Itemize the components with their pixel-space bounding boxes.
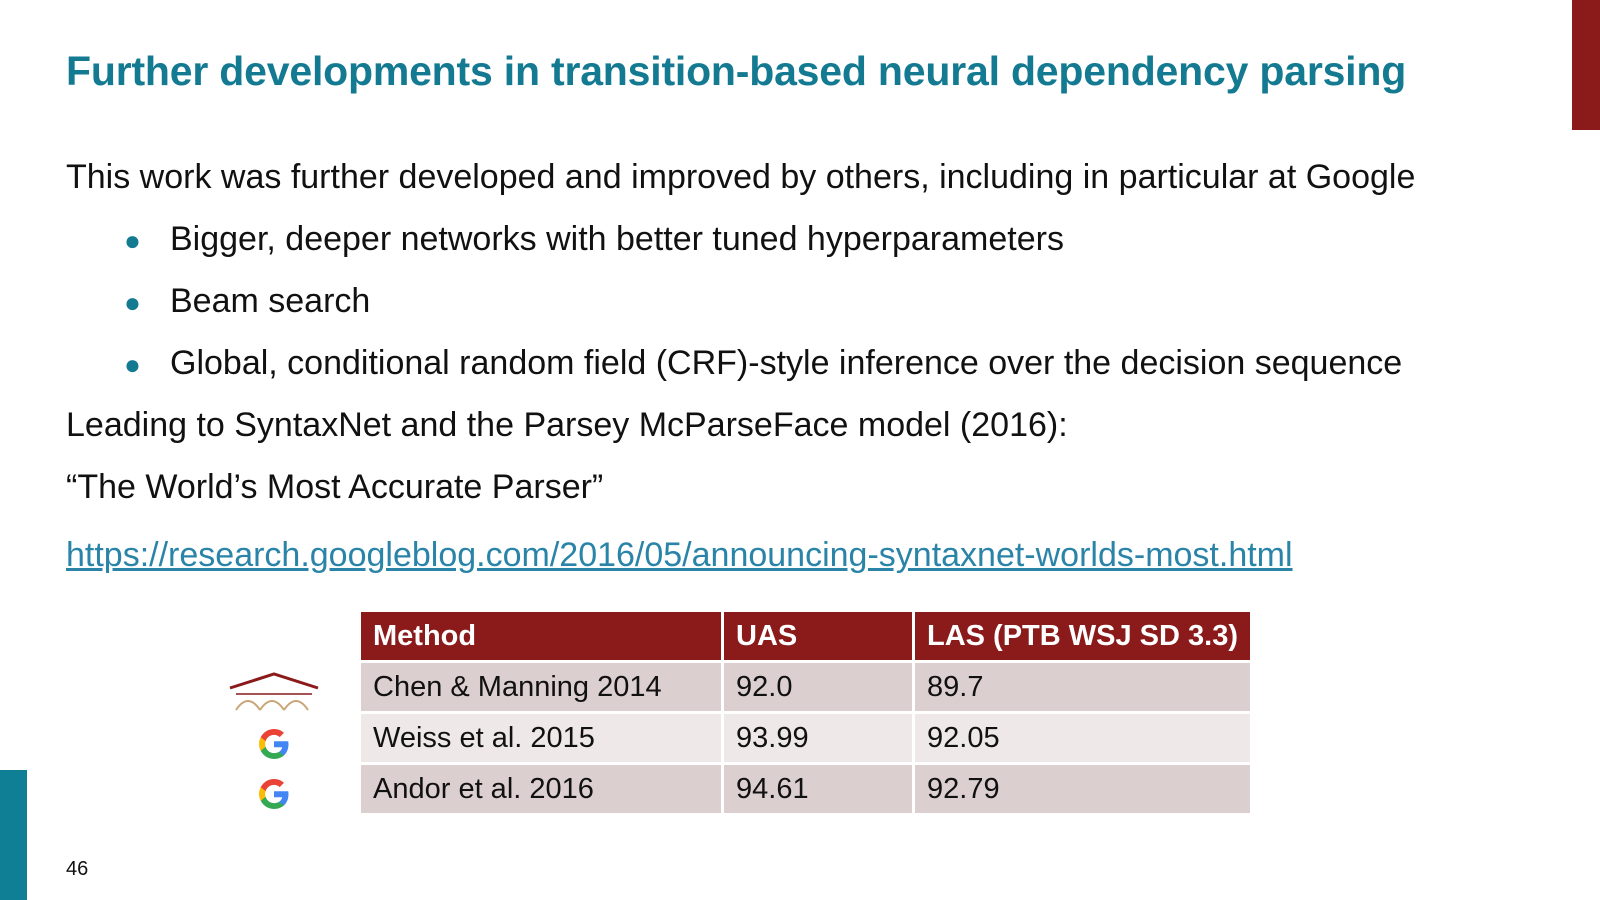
results-table: Method UAS LAS (PTB WSJ SD 3.3) Chen & M…: [358, 609, 1253, 816]
bullet-text: Beam search: [170, 282, 371, 320]
cell-uas: 94.61: [721, 762, 915, 816]
cell-method: Andor et al. 2016: [358, 762, 724, 816]
google-logo-icon: [259, 729, 289, 759]
table-row: Chen & Manning 2014 92.0 89.7: [358, 660, 1253, 714]
google-logo-icon: [259, 779, 289, 809]
accent-bar-left: [0, 770, 27, 900]
bullet-text: Bigger, deeper networks with better tune…: [170, 220, 1064, 258]
cell-method: Weiss et al. 2015: [358, 711, 724, 765]
bullet-dot-icon: ●: [124, 287, 141, 318]
cell-las: 92.05: [912, 711, 1253, 765]
bullet-text: Global, conditional random field (CRF)-s…: [170, 344, 1403, 382]
bullet-item: ● Bigger, deeper networks with better tun…: [124, 220, 1064, 259]
header-las: LAS (PTB WSJ SD 3.3): [912, 609, 1253, 663]
header-method: Method: [358, 609, 724, 663]
header-uas: UAS: [721, 609, 915, 663]
quote-text: “The World’s Most Accurate Parser”: [66, 468, 604, 506]
stanford-logo-icon: [229, 672, 319, 711]
bullet-item: ● Beam search: [124, 282, 370, 321]
bullet-dot-icon: ●: [124, 225, 141, 256]
table-header-row: Method UAS LAS (PTB WSJ SD 3.3): [358, 609, 1253, 663]
accent-bar-right: [1572, 0, 1600, 130]
table-row: Andor et al. 2016 94.61 92.79: [358, 762, 1253, 816]
cell-las: 92.79: [912, 762, 1253, 816]
cell-method: Chen & Manning 2014: [358, 660, 724, 714]
bullet-item: ● Global, conditional random field (CRF)-…: [124, 344, 1402, 383]
cell-uas: 93.99: [721, 711, 915, 765]
cell-uas: 92.0: [721, 660, 915, 714]
cell-las: 89.7: [912, 660, 1253, 714]
intro-text: This work was further developed and impr…: [66, 158, 1416, 196]
page-number: 46: [66, 858, 89, 880]
table-row: Weiss et al. 2015 93.99 92.05: [358, 711, 1253, 765]
leading-text: Leading to SyntaxNet and the Parsey McPa…: [66, 406, 1068, 444]
syntaxnet-blog-link[interactable]: https://research.googleblog.com/2016/05/…: [66, 536, 1293, 574]
slide-title: Further developments in transition-based…: [66, 48, 1407, 94]
bullet-dot-icon: ●: [124, 349, 141, 380]
